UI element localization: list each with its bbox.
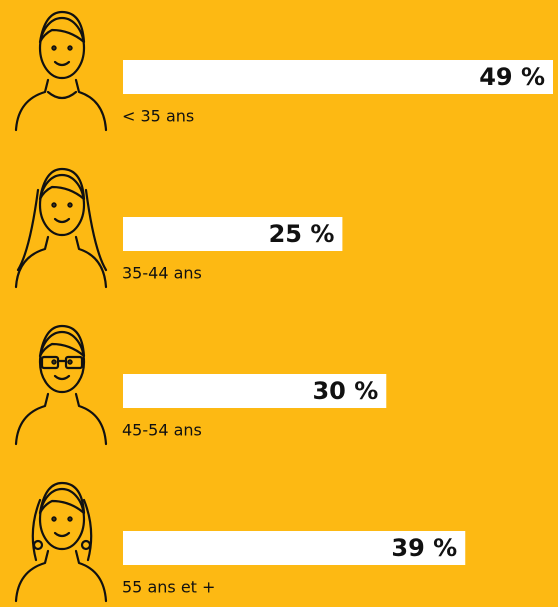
person-icon xyxy=(14,10,108,132)
bar xyxy=(123,374,387,408)
value-label: 49 % xyxy=(479,63,545,91)
category-label: < 35 ans xyxy=(122,107,194,126)
category-label: 55 ans et + xyxy=(122,578,215,597)
value-label: 30 % xyxy=(312,377,378,405)
person-icon xyxy=(14,324,108,446)
category-label: 45-54 ans xyxy=(122,421,202,440)
person-icon xyxy=(14,481,108,603)
bar xyxy=(123,531,466,565)
person-icon xyxy=(14,167,108,289)
bar xyxy=(123,60,553,94)
value-label: 39 % xyxy=(391,534,457,562)
value-label: 25 % xyxy=(269,220,335,248)
category-label: 35-44 ans xyxy=(122,264,202,283)
bar xyxy=(123,217,343,251)
